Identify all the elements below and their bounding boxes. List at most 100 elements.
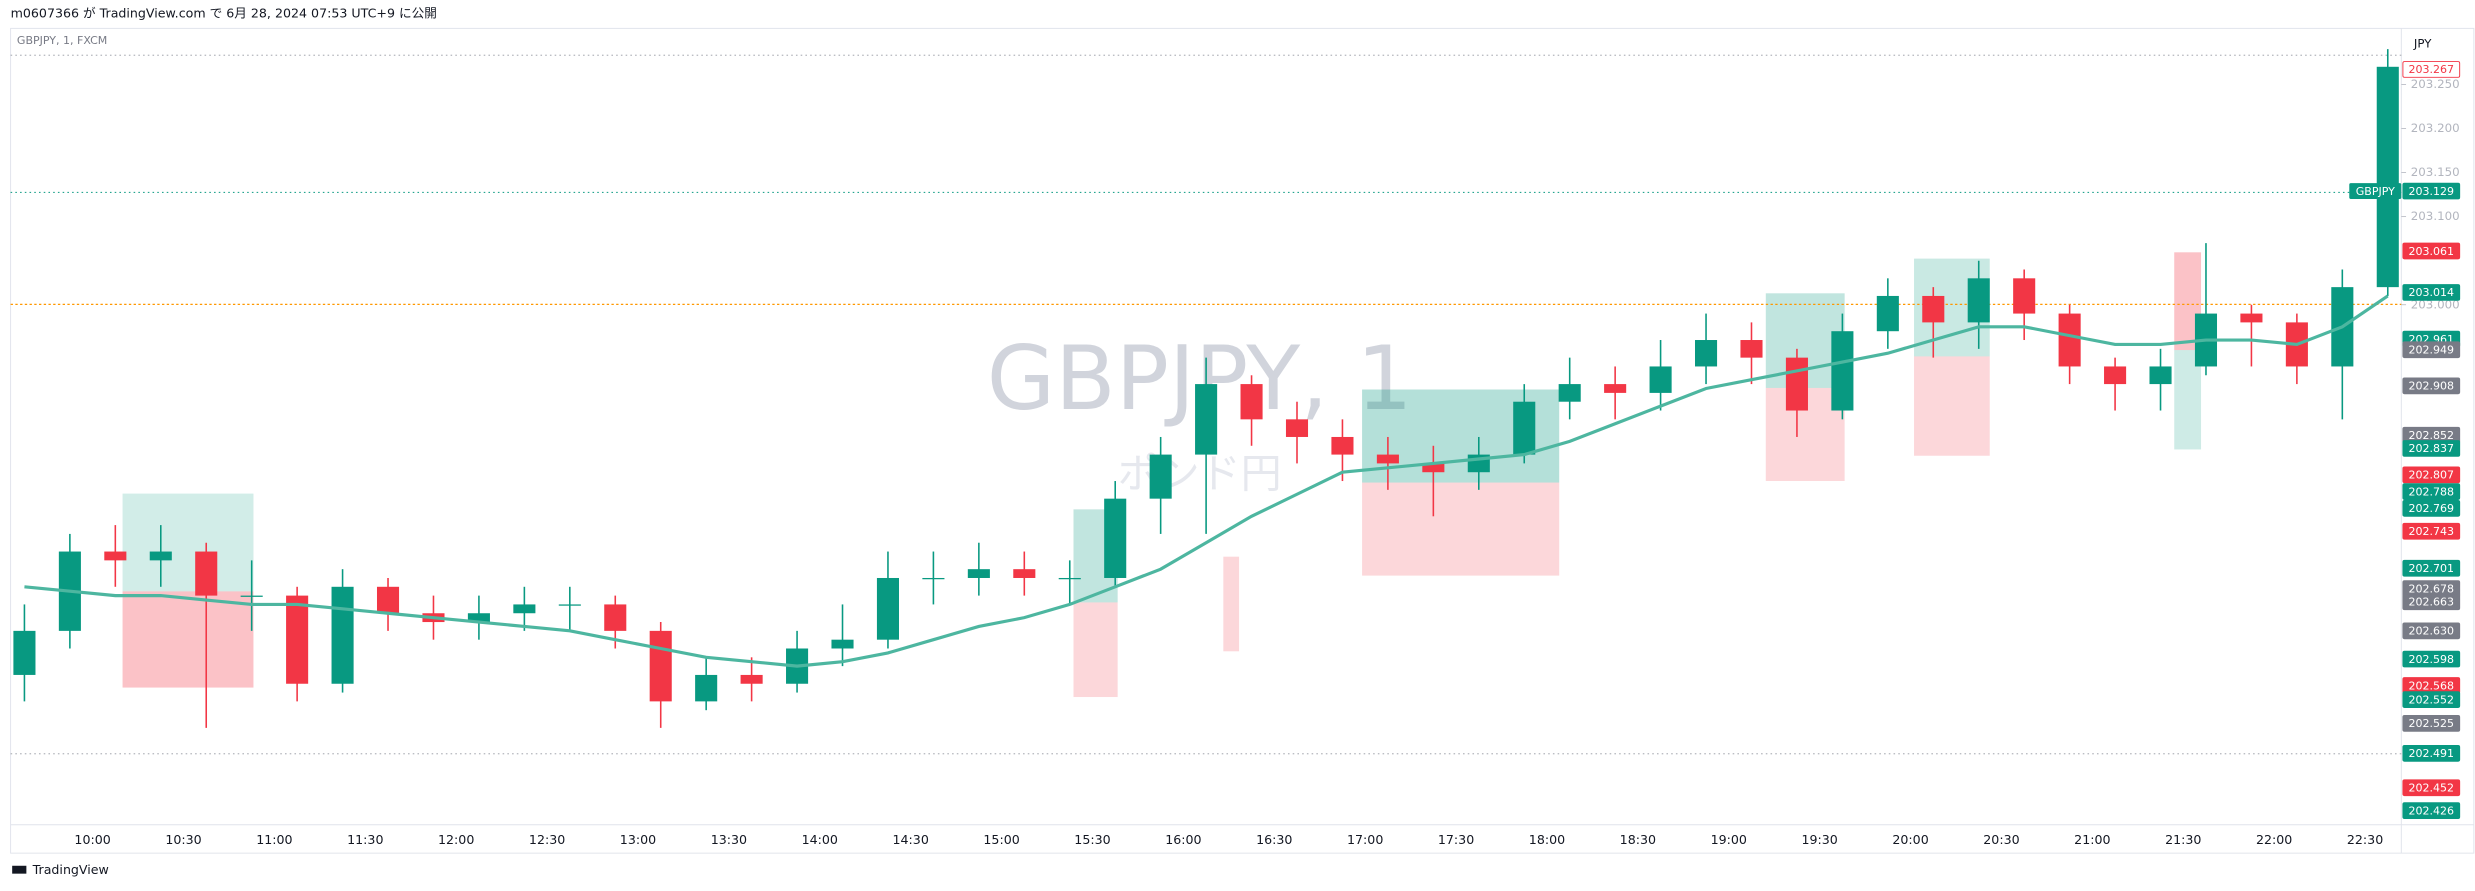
candle-body: [1740, 340, 1763, 358]
chart-frame: [10, 27, 2475, 854]
price-tag: [2402, 242, 2461, 260]
candle-body: [104, 551, 127, 561]
x-tick-label: 10:30: [165, 832, 201, 847]
price-tag: [2402, 650, 2461, 668]
price-tag: [2402, 691, 2461, 708]
price-tag-label: 202.663: [2409, 596, 2455, 609]
price-tag: [2402, 284, 2461, 301]
moving-average: [24, 294, 2389, 668]
candle-body: [1104, 498, 1127, 578]
price-tag-label: 203.267: [2409, 63, 2455, 76]
price-tag-label: 202.807: [2409, 469, 2455, 482]
candle-body: [195, 551, 218, 596]
target-zone: [2174, 350, 2202, 450]
price-tag-label: 202.525: [2409, 717, 2455, 730]
x-tick-label: 17:00: [1347, 832, 1383, 847]
candle-body: [13, 630, 36, 675]
candle-body: [2058, 313, 2081, 367]
candle-body: [376, 586, 400, 614]
price-tag-label: 202.701: [2409, 562, 2455, 575]
position-boxes: [122, 252, 2202, 698]
x-tick-label: 14:30: [893, 832, 929, 847]
price-tag: [2402, 779, 2461, 797]
price-tag: [2402, 745, 2461, 762]
x-tick-label: 19:00: [1711, 832, 1747, 847]
candle-body: [1785, 357, 1808, 411]
price-tag-label: 202.788: [2409, 485, 2455, 498]
x-tick-label: 19:30: [1801, 832, 1837, 847]
candle-body: [1649, 366, 1672, 393]
candle-body: [1240, 384, 1263, 420]
candle-body: [876, 577, 899, 640]
price-tag-label: 202.568: [2409, 679, 2455, 692]
price-tag-label: 202.837: [2409, 442, 2455, 455]
candle-body: [831, 639, 854, 649]
header-text: m0607366 が TradingView.com で 6月 28, 2024…: [11, 6, 437, 21]
price-tag-label: 202.852: [2409, 429, 2455, 442]
candle-body: [1513, 401, 1536, 455]
symbol-tag-label: GBPJPY: [2356, 185, 2395, 198]
candle-body: [604, 604, 627, 631]
x-tick-label: 11:30: [347, 832, 383, 847]
candle-body: [1422, 463, 1445, 473]
x-tick-label: 16:00: [1165, 832, 1201, 847]
y-tick-label: 203.150: [2411, 165, 2460, 179]
candle-body: [2376, 66, 2399, 288]
price-tag: [2402, 802, 2461, 820]
stop-zone: [1362, 482, 1560, 576]
symbol-tag: [2349, 183, 2402, 199]
x-tick-label: 18:00: [1529, 832, 1565, 847]
price-tag-label: 203.129: [2409, 185, 2455, 198]
y-tick-label: 203.250: [2411, 77, 2460, 91]
price-tag-label: 202.630: [2409, 625, 2455, 638]
candle-body: [922, 577, 945, 580]
candle-body: [1922, 295, 1945, 323]
price-tag-label: 202.743: [2409, 525, 2455, 538]
price-tag-label: 202.949: [2409, 344, 2455, 357]
x-tick-label: 22:00: [2256, 832, 2292, 847]
candle-body: [2104, 366, 2127, 385]
brand-logo: [12, 865, 27, 874]
x-tick-label: 16:30: [1256, 832, 1292, 847]
candle-body: [967, 569, 990, 578]
y-tick-label: 203.200: [2411, 121, 2460, 135]
x-tick-label: 15:30: [1074, 832, 1110, 847]
price-tag: [2402, 593, 2461, 611]
candle-body: [649, 630, 672, 702]
candle-body: [1331, 436, 1354, 455]
candle-body: [1013, 569, 1036, 578]
candle-body: [1376, 454, 1399, 464]
stop-zone: [1223, 556, 1240, 652]
candle-body: [558, 604, 581, 606]
price-tag-label: 202.452: [2409, 782, 2455, 795]
x-tick-label: 22:30: [2347, 832, 2383, 847]
x-tick-label: 12:30: [529, 832, 565, 847]
candle-body: [467, 613, 490, 623]
candle-body: [2240, 313, 2263, 323]
target-zone: [122, 493, 254, 592]
price-tag-label: 202.552: [2409, 693, 2455, 706]
watermark-sub: ポンド円: [1118, 449, 1282, 497]
price-tag-label: 202.491: [2409, 747, 2455, 760]
price-tag: [2402, 622, 2461, 640]
price-tag: [2402, 377, 2461, 395]
candle-body: [1285, 419, 1309, 437]
price-tag-label: 203.014: [2409, 286, 2455, 299]
price-tag: [2402, 61, 2461, 78]
price-tag: [2402, 559, 2461, 577]
x-tick-label: 14:00: [802, 832, 838, 847]
candle-body: [695, 674, 718, 702]
x-tick-label: 13:00: [620, 832, 656, 847]
candle-body: [1195, 384, 1218, 455]
price-tag-label: 202.678: [2409, 582, 2455, 595]
footer: TradingView: [12, 862, 109, 877]
stop-zone: [122, 591, 254, 688]
price-tag-label: 202.426: [2409, 804, 2455, 817]
price-tag: [2402, 522, 2461, 540]
symbol-label: GBPJPY, 1, FXCM: [17, 34, 107, 47]
candle-body: [331, 586, 354, 684]
x-tick-label: 12:00: [438, 832, 474, 847]
candle-body: [286, 595, 309, 684]
